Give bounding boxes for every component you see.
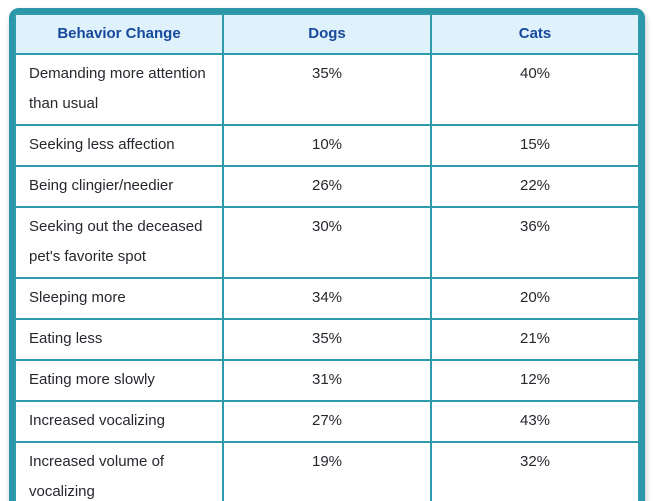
dogs-value: 34%	[222, 277, 432, 320]
col-header-dogs: Dogs	[222, 13, 432, 55]
dogs-value: 27%	[222, 400, 432, 443]
dogs-value: 10%	[222, 124, 432, 167]
cats-value: 32%	[430, 441, 640, 501]
table-row: Seeking out the deceased pet's favorite …	[14, 206, 640, 279]
cats-value: 20%	[430, 277, 640, 320]
table-row: Increased volume of vocalizing 19% 32%	[14, 441, 640, 501]
behavior-label: Increased vocalizing	[14, 400, 224, 443]
dogs-value: 35%	[222, 53, 432, 126]
dogs-value: 35%	[222, 318, 432, 361]
dogs-value: 26%	[222, 165, 432, 208]
dogs-value: 30%	[222, 206, 432, 279]
table-row: Eating more slowly 31% 12%	[14, 359, 640, 402]
col-header-behavior-change: Behavior Change	[14, 13, 224, 55]
behavior-label: Eating more slowly	[14, 359, 224, 402]
cats-value: 12%	[430, 359, 640, 402]
behavior-label: Being clingier/needier	[14, 165, 224, 208]
table-body: Demanding more attention than usual 35% …	[14, 53, 640, 501]
table-row: Eating less 35% 21%	[14, 318, 640, 361]
table-row: Increased vocalizing 27% 43%	[14, 400, 640, 443]
dogs-value: 19%	[222, 441, 432, 501]
behavior-label: Seeking out the deceased pet's favorite …	[14, 206, 224, 279]
cats-value: 43%	[430, 400, 640, 443]
table-header: Behavior Change Dogs Cats	[14, 13, 640, 55]
behavior-label: Demanding more attention than usual	[14, 53, 224, 126]
cats-value: 22%	[430, 165, 640, 208]
table-row: Seeking less affection 10% 15%	[14, 124, 640, 167]
cats-value: 36%	[430, 206, 640, 279]
behavior-table-container: Behavior Change Dogs Cats Demanding more…	[9, 8, 645, 501]
behavior-label: Sleeping more	[14, 277, 224, 320]
behavior-label: Eating less	[14, 318, 224, 361]
table-row: Demanding more attention than usual 35% …	[14, 53, 640, 126]
behavior-label: Increased volume of vocalizing	[14, 441, 224, 501]
col-header-cats: Cats	[430, 13, 640, 55]
header-row: Behavior Change Dogs Cats	[14, 13, 640, 55]
cats-value: 15%	[430, 124, 640, 167]
cats-value: 21%	[430, 318, 640, 361]
behavior-label: Seeking less affection	[14, 124, 224, 167]
cats-value: 40%	[430, 53, 640, 126]
behavior-table: Behavior Change Dogs Cats Demanding more…	[14, 13, 640, 501]
table-row: Sleeping more 34% 20%	[14, 277, 640, 320]
dogs-value: 31%	[222, 359, 432, 402]
table-row: Being clingier/needier 26% 22%	[14, 165, 640, 208]
